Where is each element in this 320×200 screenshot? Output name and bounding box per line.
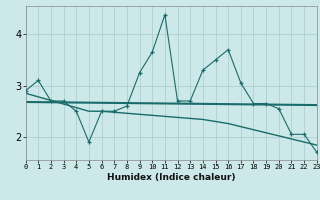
X-axis label: Humidex (Indice chaleur): Humidex (Indice chaleur): [107, 173, 236, 182]
